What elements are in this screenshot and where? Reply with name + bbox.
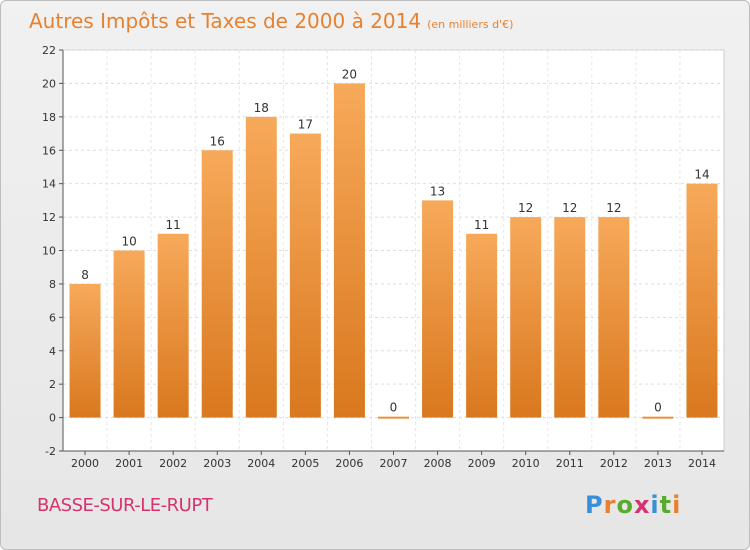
bar-2013 [642,416,674,419]
data-label-2001: 10 [121,235,136,249]
data-label-2006: 20 [342,67,357,81]
y-tick-label: 22 [42,44,56,57]
data-label-2011: 12 [562,201,577,215]
place-name: BASSE-SUR-LE-RUPT [37,495,213,516]
x-tick-label-2001: 2001 [115,457,143,470]
x-tick-label-2007: 2007 [380,457,408,470]
x-tick-label-2003: 2003 [203,457,231,470]
brand-letter: t [659,491,673,519]
x-tick-label-2014: 2014 [688,457,716,470]
y-tick-label: 18 [42,111,56,124]
y-tick-label: -2 [45,445,56,458]
chart-unit-note: (en milliers d'€) [427,18,514,31]
axes [59,49,724,455]
bar-2010 [510,217,542,418]
data-label-2010: 12 [518,201,533,215]
bar-2004 [245,116,277,418]
y-tick-label: 16 [42,144,56,157]
x-tick-label-2005: 2005 [291,457,319,470]
x-tick-label-2013: 2013 [644,457,672,470]
y-tick-label: 4 [49,345,56,358]
x-tick-label-2010: 2010 [512,457,540,470]
x-tick-label-2004: 2004 [247,457,275,470]
bar-2002 [157,233,189,418]
bar-2000 [69,283,101,418]
data-label-2014: 14 [694,168,709,182]
data-label-2004: 18 [254,101,269,115]
x-tick-label-2009: 2009 [468,457,496,470]
x-tick-labels: 2000 2001 2002 2003 2004 2005 2006 2007 2008 2009… [71,457,716,470]
x-tick-label-2000: 2000 [71,457,99,470]
x-tick-label-2012: 2012 [600,457,628,470]
bar-2007 [378,416,409,419]
y-tick-labels: -2 0 2 4 6 8 10 12 14 16 18 20 22 [42,44,56,458]
data-label-2007: 0 [390,401,398,415]
chart-title: Autres Impôts et Taxes de 2000 à 2014 (en… [29,9,513,33]
y-tick-label: 12 [42,211,56,224]
chart-title-text: Autres Impôts et Taxes de 2000 à 2014 [29,9,422,33]
brand-logo: Proxiti [585,491,681,519]
bar-2011 [554,217,586,418]
data-label-2005: 17 [298,118,313,132]
brand-letter: r [603,491,617,519]
y-tick-label: 8 [49,278,56,291]
y-tick-label: 14 [42,178,56,191]
bar-2005 [289,133,321,418]
y-tick-label: 2 [49,378,56,391]
data-label-2012: 12 [606,201,621,215]
x-tick-label-2008: 2008 [424,457,452,470]
data-label-2013: 0 [654,401,662,415]
data-label-2002: 11 [166,218,181,232]
y-tick-label: 0 [49,412,56,425]
bar-2012 [598,217,630,418]
brand-letter: x [633,491,651,519]
data-label-2000: 8 [81,268,89,282]
x-tick-label-2002: 2002 [159,457,187,470]
brand-letter: P [585,491,604,519]
data-label-2003: 16 [210,134,225,148]
bars [69,83,718,419]
y-tick-label: 6 [49,311,56,324]
bar-2001 [113,250,145,418]
bar-2008 [422,200,454,418]
bar-2003 [201,150,233,418]
y-tick-label: 20 [42,77,56,90]
x-tick-label-2011: 2011 [556,457,584,470]
data-label-2008: 13 [430,184,445,198]
data-label-2009: 11 [474,218,489,232]
brand-letter: i [672,491,682,519]
brand-letter: o [616,491,634,519]
x-tick-label-2006: 2006 [335,457,363,470]
bar-2014 [686,183,718,418]
data-labels: 8 10 11 16 18 17 20 0 13 11 12 12 12 0 14 [81,67,709,414]
bar-2009 [466,233,498,418]
bar-2006 [333,83,365,418]
brand-letter: i [650,491,660,519]
y-tick-label: 10 [42,245,56,258]
